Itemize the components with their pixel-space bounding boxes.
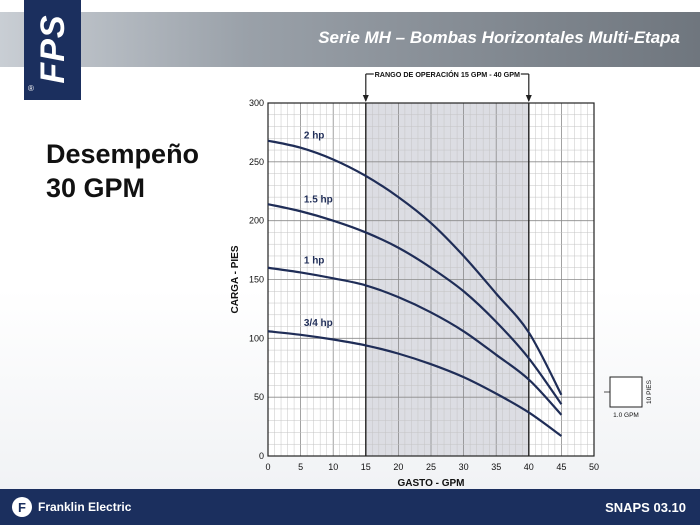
x-tick-label: 15 bbox=[361, 462, 371, 472]
scale-box bbox=[609, 376, 643, 408]
plot-frame bbox=[267, 102, 595, 457]
range-arrow-right-icon bbox=[525, 95, 532, 102]
curve-1-hp bbox=[267, 266, 563, 416]
footer-bar bbox=[0, 489, 700, 525]
curve-1-5-hp bbox=[267, 203, 563, 405]
range-arrow-left-icon bbox=[362, 95, 369, 102]
y-tick-label: 50 bbox=[254, 392, 264, 402]
operating-range-label: RANGO DE OPERACIÓN 15 GPM - 40 GPM bbox=[375, 70, 520, 79]
x-tick-label: 30 bbox=[459, 462, 469, 472]
x-tick-label: 35 bbox=[491, 462, 501, 472]
series-label: 3/4 hp bbox=[304, 318, 333, 329]
y-tick-label: 300 bbox=[249, 98, 264, 108]
x-axis-label: GASTO - GPM bbox=[397, 478, 464, 489]
series-label: 1.5 hp bbox=[304, 194, 333, 205]
curve-2-hp bbox=[267, 139, 563, 396]
footer-brand: Franklin Electric bbox=[38, 500, 132, 514]
fps-logo bbox=[24, 0, 81, 100]
header-band bbox=[0, 12, 700, 67]
scale-box-y-label: 10 PIES bbox=[646, 379, 653, 404]
fps-logo-registered: ® bbox=[28, 84, 34, 93]
y-tick-label: 250 bbox=[249, 157, 264, 167]
heading-line-2: 30 GPM bbox=[46, 173, 146, 203]
franklin-electric-logo-icon: F bbox=[12, 497, 32, 517]
series-label: 2 hp bbox=[304, 131, 325, 142]
y-tick-label: 200 bbox=[249, 216, 264, 226]
series-label: 1 hp bbox=[304, 255, 325, 266]
y-tick-label: 150 bbox=[249, 275, 264, 285]
x-tick-label: 20 bbox=[393, 462, 403, 472]
scale-box-x-label: 1.0 GPM bbox=[613, 412, 639, 419]
x-tick-label: 40 bbox=[524, 462, 534, 472]
x-tick-label: 45 bbox=[556, 462, 566, 472]
slide-heading: Desempeño 30 GPM bbox=[46, 137, 199, 205]
x-tick-label: 25 bbox=[426, 462, 436, 472]
footer-code: SNAPS 03.10 bbox=[605, 500, 686, 515]
slide-title: Serie MH – Bombas Horizontales Multi-Eta… bbox=[318, 28, 680, 47]
heading-line-1: Desempeño bbox=[46, 139, 200, 169]
x-tick-label: 0 bbox=[265, 462, 270, 472]
y-tick-label: 100 bbox=[249, 333, 264, 343]
x-tick-label: 10 bbox=[328, 462, 338, 472]
x-tick-label: 50 bbox=[589, 462, 599, 472]
curve-3-4-hp bbox=[267, 330, 563, 437]
y-tick-label: 0 bbox=[259, 451, 264, 461]
y-axis-label: CARGA - PIES bbox=[230, 245, 241, 313]
x-tick-label: 5 bbox=[298, 462, 303, 472]
